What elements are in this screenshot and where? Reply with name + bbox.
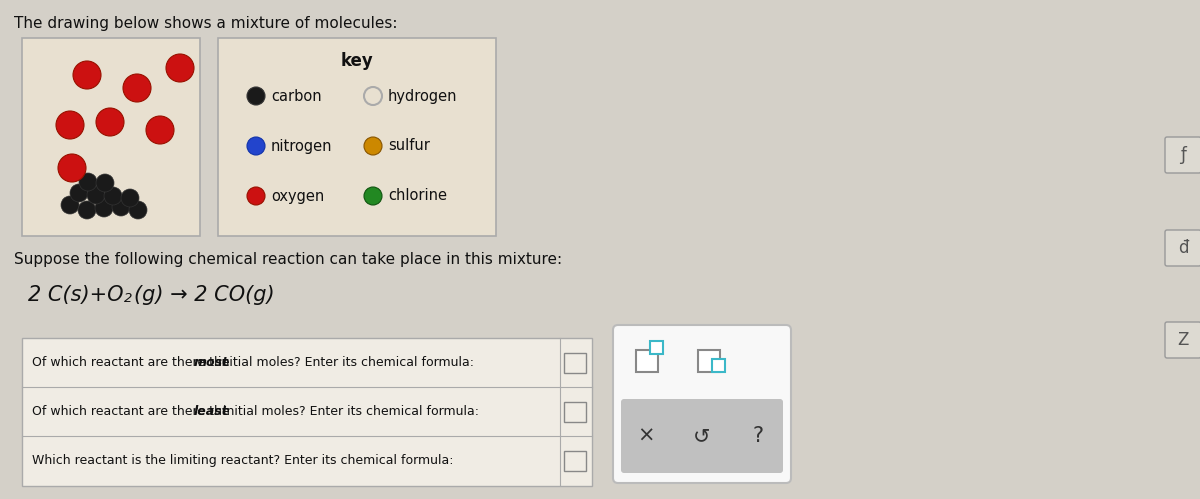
Circle shape <box>79 173 97 191</box>
Text: initial moles? Enter its chemical formula:: initial moles? Enter its chemical formul… <box>218 405 479 418</box>
Circle shape <box>146 116 174 144</box>
Circle shape <box>247 87 265 105</box>
Text: (g) → 2 CO(g): (g) → 2 CO(g) <box>134 285 275 305</box>
Circle shape <box>70 184 88 202</box>
Circle shape <box>112 198 130 216</box>
Circle shape <box>88 186 106 204</box>
Bar <box>564 402 586 422</box>
Circle shape <box>130 201 148 219</box>
FancyBboxPatch shape <box>1165 230 1200 266</box>
Bar <box>698 350 720 372</box>
Text: hydrogen: hydrogen <box>388 88 457 103</box>
Text: ×: × <box>637 426 655 446</box>
Circle shape <box>95 199 113 217</box>
Text: chlorine: chlorine <box>388 189 446 204</box>
Bar <box>564 352 586 372</box>
Text: Z: Z <box>1177 331 1189 349</box>
Circle shape <box>78 201 96 219</box>
Bar <box>712 359 725 372</box>
Circle shape <box>364 187 382 205</box>
Circle shape <box>56 111 84 139</box>
Text: ƒ: ƒ <box>1180 146 1186 164</box>
FancyBboxPatch shape <box>622 399 784 473</box>
Circle shape <box>96 108 124 136</box>
FancyBboxPatch shape <box>1165 322 1200 358</box>
Text: nitrogen: nitrogen <box>271 139 332 154</box>
Text: sulfur: sulfur <box>388 139 430 154</box>
Circle shape <box>247 187 265 205</box>
Bar <box>650 341 662 354</box>
Bar <box>218 38 496 236</box>
Circle shape <box>96 174 114 192</box>
Circle shape <box>58 154 86 182</box>
Text: initial moles? Enter its chemical formula:: initial moles? Enter its chemical formul… <box>214 356 474 369</box>
Text: Of which reactant are there the: Of which reactant are there the <box>32 405 234 418</box>
Text: Which reactant is the limiting reactant? Enter its chemical formula:: Which reactant is the limiting reactant?… <box>32 454 454 467</box>
Bar <box>564 451 586 471</box>
FancyBboxPatch shape <box>613 325 791 483</box>
Text: most: most <box>193 356 229 369</box>
Circle shape <box>61 196 79 214</box>
Text: least: least <box>193 405 228 418</box>
Text: 2: 2 <box>124 292 132 305</box>
Text: ?: ? <box>752 426 763 446</box>
Text: carbon: carbon <box>271 88 322 103</box>
Text: đ: đ <box>1177 239 1188 257</box>
Circle shape <box>124 74 151 102</box>
Text: 2 C(s)+O: 2 C(s)+O <box>28 285 124 305</box>
Text: Suppose the following chemical reaction can take place in this mixture:: Suppose the following chemical reaction … <box>14 252 562 267</box>
Bar <box>22 338 592 486</box>
Circle shape <box>73 61 101 89</box>
Circle shape <box>121 189 139 207</box>
Text: Of which reactant are there the: Of which reactant are there the <box>32 356 234 369</box>
Circle shape <box>247 137 265 155</box>
Text: oxygen: oxygen <box>271 189 324 204</box>
Circle shape <box>166 54 194 82</box>
Bar <box>22 38 200 236</box>
Bar <box>636 350 658 372</box>
Text: key: key <box>341 52 373 70</box>
Circle shape <box>364 137 382 155</box>
Circle shape <box>104 187 122 205</box>
Text: The drawing below shows a mixture of molecules:: The drawing below shows a mixture of mol… <box>14 16 397 31</box>
Circle shape <box>364 87 382 105</box>
Text: ↺: ↺ <box>694 426 710 446</box>
FancyBboxPatch shape <box>1165 137 1200 173</box>
